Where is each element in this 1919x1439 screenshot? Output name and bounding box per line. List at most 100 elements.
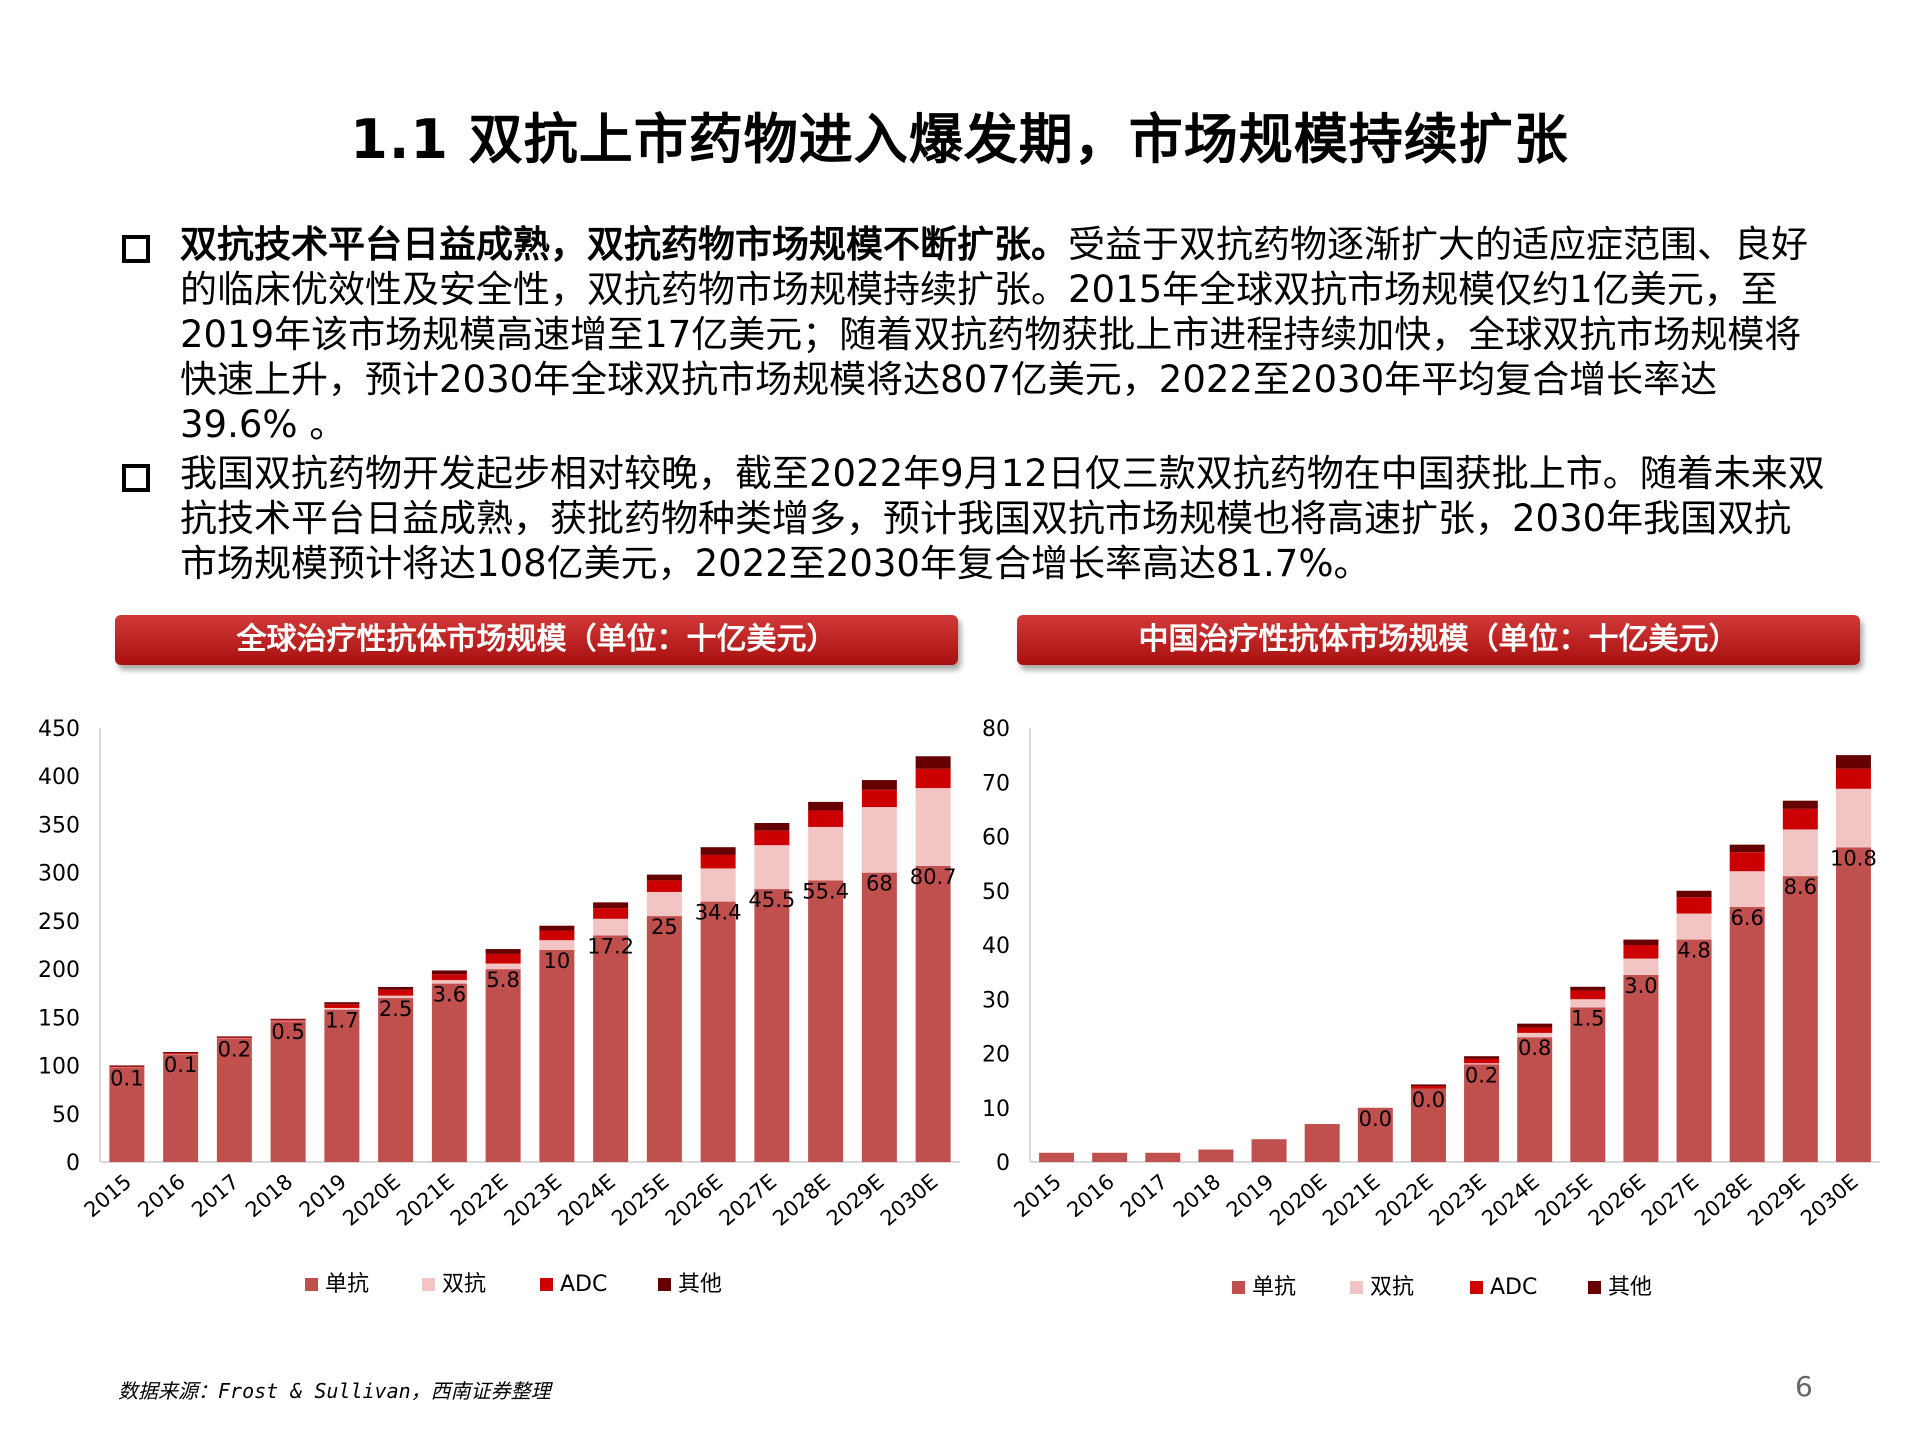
bar-segment-2 (915, 768, 951, 789)
data-label: 25 (651, 915, 678, 939)
china-chart-title: 中国治疗性抗体市场规模（单位：十亿美元） (1017, 615, 1860, 665)
y-tick-label: 450 (38, 717, 80, 742)
bar-segment-1 (700, 868, 736, 902)
x-tick-label: 2028E (768, 1169, 835, 1230)
bar-segment-2 (700, 854, 736, 869)
bar-segment-2 (1570, 990, 1606, 1000)
data-label: 0.1 (164, 1053, 197, 1077)
bar-segment-1 (378, 995, 414, 999)
bar-segment-1 (1517, 1032, 1553, 1038)
y-tick-label: 60 (982, 826, 1010, 851)
legend-swatch (1350, 1281, 1363, 1294)
data-label: 8.6 (1784, 875, 1817, 899)
bar-segment-1 (593, 918, 629, 936)
legend-label: 其他 (1608, 1275, 1652, 1300)
page-number: 6 (1795, 1370, 1813, 1403)
bar-segment-3 (915, 756, 951, 769)
bar-segment-0 (163, 1053, 199, 1162)
bar-segment-3 (700, 847, 736, 855)
bar-segment-0 (1676, 939, 1712, 1162)
bar-segment-0 (485, 969, 521, 1162)
y-tick-label: 40 (982, 934, 1010, 959)
x-tick-label: 2025E (1530, 1169, 1597, 1230)
bar-segment-0 (1517, 1037, 1553, 1162)
bar-segment-3 (485, 949, 521, 954)
bar-segment-0 (378, 998, 414, 1162)
x-tick-label: 2016 (1063, 1169, 1119, 1222)
bar-segment-3 (861, 780, 897, 790)
bar-segment-2 (539, 930, 575, 941)
data-label: 2.5 (379, 997, 412, 1021)
data-label: 3.0 (1624, 974, 1657, 998)
bar-segment-1 (1782, 829, 1818, 877)
bar-segment-2 (1782, 808, 1818, 830)
x-tick-label: 2024E (1477, 1169, 1544, 1230)
data-label: 0.1 (110, 1066, 143, 1090)
bar-segment-1 (861, 807, 897, 873)
x-tick-label: 2020E (338, 1169, 405, 1230)
y-tick-label: 200 (38, 958, 80, 983)
x-tick-label: 2021E (1318, 1169, 1385, 1230)
data-label: 1.5 (1571, 1006, 1604, 1030)
bar-segment-1 (915, 788, 951, 866)
data-label: 0.2 (218, 1038, 251, 1062)
bar-segment-0 (1357, 1107, 1393, 1162)
bar-segment-2 (485, 953, 521, 964)
bar-segment-2 (1410, 1086, 1446, 1089)
source-note: 数据来源：Frost & Sullivan，西南证券整理 (118, 1379, 551, 1403)
bar-segment-1 (1835, 788, 1871, 848)
bar-segment-3 (109, 1065, 145, 1067)
legend-label: 双抗 (442, 1272, 486, 1297)
legend-swatch (1470, 1281, 1483, 1294)
bar-segment-0 (1570, 1007, 1606, 1162)
x-tick-label: 2018 (1169, 1169, 1225, 1222)
data-label: 0.8 (1518, 1036, 1551, 1060)
x-tick-label: 2027E (1637, 1169, 1704, 1230)
y-tick-label: 0 (996, 1151, 1010, 1176)
bullet-1-bold: 双抗技术平台日益成熟，双抗药物市场规模不断扩张。 (180, 223, 1068, 266)
y-tick-label: 0 (66, 1151, 80, 1176)
data-label: 55.4 (802, 879, 849, 903)
x-tick-label: 2017 (187, 1169, 243, 1222)
x-tick-label: 2023E (1424, 1169, 1491, 1230)
x-tick-label: 2023E (500, 1169, 567, 1230)
bar-segment-3 (1835, 755, 1871, 769)
bar-segment-3 (539, 925, 575, 931)
bullet-2-text: 我国双抗药物开发起步相对较晚，截至2022年9月12日仅三款双抗药物在中国获批上… (180, 452, 1825, 585)
data-label: 0.5 (271, 1020, 304, 1044)
bar-segment-1 (1729, 871, 1765, 908)
y-tick-label: 50 (52, 1103, 80, 1128)
data-label: 0.0 (1412, 1088, 1445, 1112)
bar-segment-3 (1676, 890, 1712, 898)
bar-segment-3 (324, 1002, 360, 1005)
bar-segment-2 (378, 989, 414, 996)
bar-segment-0 (808, 880, 844, 1162)
bar-segment-3 (1517, 1023, 1553, 1028)
bar-segment-3 (808, 801, 844, 811)
data-label: 80.7 (910, 865, 957, 889)
x-tick-label: 2026E (1584, 1169, 1651, 1230)
bar-segment-0 (1145, 1152, 1181, 1162)
bar-segment-3 (216, 1036, 252, 1038)
bar-segment-2 (754, 830, 790, 846)
x-tick-label: 2022E (446, 1169, 513, 1230)
bar-segment-0 (1729, 907, 1765, 1162)
bar-segment-2 (861, 789, 897, 808)
bar-segment-2 (593, 908, 629, 919)
bar-segment-0 (270, 1021, 306, 1162)
bar-segment-1 (1464, 1063, 1500, 1065)
bar-segment-0 (324, 1009, 360, 1162)
legend-label: 双抗 (1370, 1275, 1414, 1300)
legend-swatch (540, 1278, 553, 1291)
bullet-2: 我国双抗药物开发起步相对较晚，截至2022年9月12日仅三款双抗药物在中国获批上… (118, 451, 1828, 586)
bar-segment-3 (1729, 844, 1765, 853)
bar-segment-0 (754, 889, 790, 1162)
x-tick-label: 2015 (1009, 1169, 1065, 1222)
bar-segment-1 (1570, 999, 1606, 1008)
data-label: 68 (866, 872, 893, 896)
bar-segment-2 (270, 1019, 306, 1021)
y-tick-label: 100 (38, 1055, 80, 1080)
bar-segment-3 (754, 822, 790, 831)
bar-segment-0 (915, 865, 951, 1162)
